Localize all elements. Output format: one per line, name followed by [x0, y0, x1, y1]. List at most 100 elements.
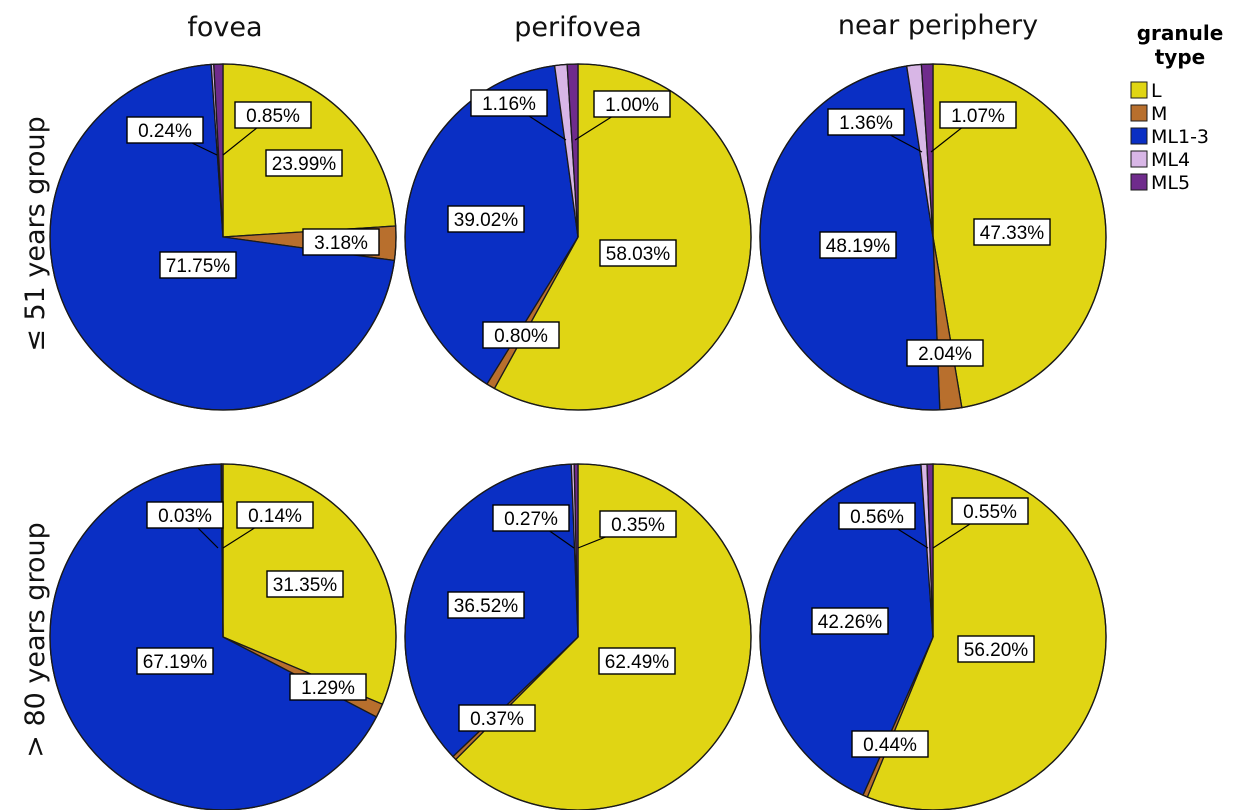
pie-2: 58.03% 0.80% 39.02% 1.16% 1.00% — [404, 63, 752, 411]
data-label-box — [973, 218, 1051, 246]
row-title-old: > 80 years group — [20, 522, 51, 757]
data-label: 1.00% — [574, 90, 671, 141]
data-label: 67.19% — [136, 647, 214, 675]
data-label-text: 0.44% — [863, 735, 917, 756]
legend-title-line1: granule — [1137, 21, 1224, 45]
data-label: 3.18% — [302, 228, 380, 256]
data-label-box — [827, 108, 905, 136]
data-label-box — [851, 730, 929, 758]
data-label-box — [957, 635, 1035, 663]
data-label-text: 0.85% — [246, 106, 300, 127]
data-label: 0.24% — [126, 116, 218, 156]
data-label-box — [811, 607, 889, 635]
pie-grid: 23.99% 3.18% 71.75% 0.24% 0.85% 58.03% 0.80% 39… — [49, 63, 1107, 810]
pie-outline — [759, 63, 1107, 411]
data-label-text: 1.16% — [482, 94, 536, 115]
data-label: 0.55% — [932, 497, 1029, 549]
data-label-text: 62.49% — [605, 652, 670, 673]
data-label-box — [599, 510, 677, 538]
data-label-box — [482, 321, 560, 349]
data-label-text: 39.02% — [454, 210, 519, 231]
legend-swatch — [1130, 150, 1148, 168]
data-label: 1.36% — [827, 108, 923, 153]
data-label-box — [458, 704, 536, 732]
data-label-text: 0.03% — [158, 506, 212, 527]
legend-item-ml5: ML5 — [1130, 172, 1190, 194]
data-label: 1.29% — [289, 673, 367, 701]
data-label-box — [136, 647, 214, 675]
data-label-box — [265, 149, 343, 177]
data-label-box — [234, 101, 312, 129]
data-label-text: 36.52% — [454, 596, 519, 617]
legend-swatch — [1130, 173, 1148, 191]
data-label-text: 42.26% — [818, 612, 883, 633]
data-label-box — [819, 231, 897, 259]
legend-item-l: L — [1130, 80, 1162, 102]
data-label-text: 1.07% — [951, 106, 1005, 127]
data-label-box — [470, 89, 548, 117]
column-title-fovea: fovea — [187, 12, 262, 43]
pie-outline — [759, 463, 1107, 810]
data-label-text: 0.37% — [470, 709, 524, 730]
column-title-near-periphery: near periphery — [838, 10, 1038, 41]
data-label-box — [146, 501, 224, 529]
data-label-text: 31.35% — [273, 575, 338, 596]
pie-outline — [49, 63, 397, 411]
data-label-text: 0.56% — [850, 507, 904, 528]
data-label: 47.33% — [973, 218, 1051, 246]
data-label-text: 58.03% — [606, 244, 671, 265]
data-label: 0.14% — [222, 501, 314, 549]
data-label-box — [266, 570, 344, 598]
data-label-box — [492, 504, 570, 532]
legend-swatch — [1130, 81, 1148, 99]
data-label-text: 2.04% — [918, 344, 972, 365]
data-label: 0.44% — [851, 730, 929, 758]
data-label: 71.75% — [159, 251, 237, 279]
data-label-text: 0.55% — [963, 502, 1017, 523]
data-label-box — [598, 647, 676, 675]
pie-outline — [49, 463, 397, 810]
data-label: 36.52% — [447, 591, 525, 619]
pie-outline — [404, 463, 752, 810]
data-label: 42.26% — [811, 607, 889, 635]
data-label-text: 71.75% — [166, 256, 231, 277]
data-label-box — [906, 339, 984, 367]
data-label-text: 0.27% — [504, 509, 558, 530]
legend-label: ML4 — [1151, 149, 1190, 171]
data-label: 58.03% — [599, 239, 677, 267]
data-label: 2.04% — [906, 339, 984, 367]
data-label-text: 48.19% — [826, 236, 891, 257]
data-label-box — [593, 90, 671, 118]
data-label: 48.19% — [819, 231, 897, 259]
legend-label: ML5 — [1151, 172, 1190, 194]
data-label: 31.35% — [266, 570, 344, 598]
data-label: 0.80% — [482, 321, 560, 349]
data-label: 1.07% — [930, 101, 1017, 153]
data-label-box — [951, 497, 1029, 525]
data-label-text: 3.18% — [314, 233, 368, 254]
legend-title-line2: type — [1155, 45, 1205, 69]
legend-swatch — [1130, 104, 1148, 122]
data-label-box — [599, 239, 677, 267]
data-label: 0.27% — [492, 504, 575, 549]
legend-label: M — [1151, 103, 1167, 125]
data-label-box — [838, 502, 916, 530]
data-label: 39.02% — [447, 205, 525, 233]
data-label: 0.85% — [222, 101, 312, 156]
data-label: 0.37% — [458, 704, 536, 732]
data-label-text: 23.99% — [272, 154, 337, 175]
data-label: 62.49% — [598, 647, 676, 675]
data-label-text: 1.29% — [301, 678, 355, 699]
data-label: 56.20% — [957, 635, 1035, 663]
data-label: 0.56% — [838, 502, 929, 549]
legend-item-ml1-3: ML1-3 — [1130, 126, 1209, 148]
data-label: 1.16% — [470, 89, 567, 141]
data-label-text: 0.14% — [248, 506, 302, 527]
data-label-text: 1.36% — [839, 113, 893, 134]
row-title-young: ≤ 51 years group — [20, 116, 51, 351]
data-label-box — [302, 228, 380, 256]
data-label-text: 56.20% — [964, 640, 1029, 661]
